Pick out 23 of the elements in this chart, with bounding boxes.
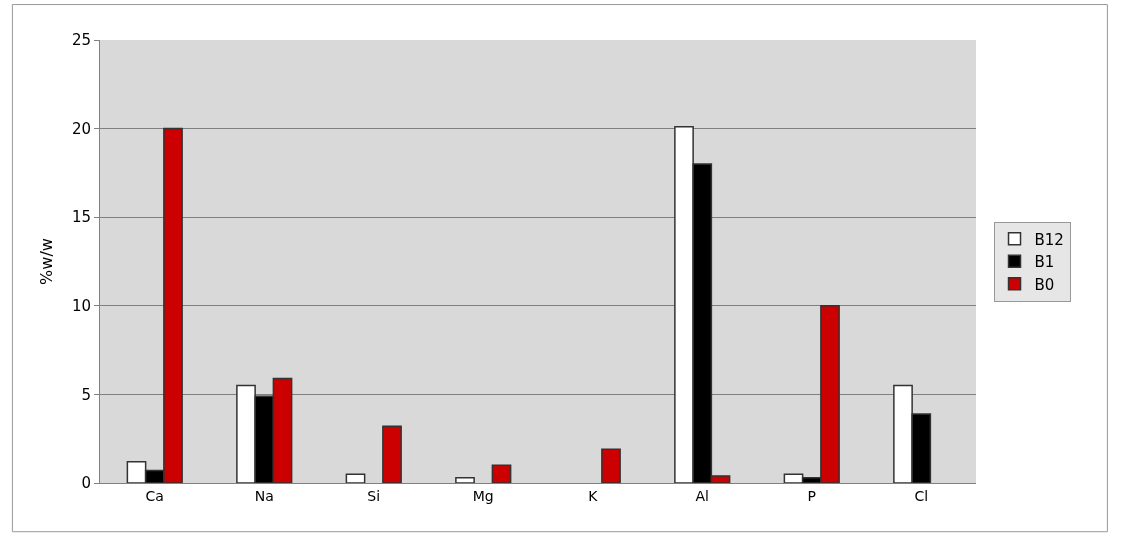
y-tick-label: 5 (81, 385, 91, 404)
x-tick-label: Cl (914, 487, 929, 504)
x-tick-label: Si (367, 487, 381, 504)
legend-label: B12 (1034, 230, 1064, 249)
x-tick-label: K (588, 487, 599, 504)
bar (382, 425, 402, 483)
x-tick-label: Al (695, 487, 709, 504)
x-tick-label: Ca (145, 487, 164, 504)
y-tick-label: 25 (71, 31, 91, 50)
y-axis-title: %w/w (36, 238, 56, 285)
bar (491, 464, 512, 483)
bar (601, 448, 621, 483)
legend-label: B1 (1034, 253, 1055, 272)
x-tick-label: Mg (472, 487, 494, 504)
y-tick-label: 15 (71, 208, 91, 227)
bar (455, 476, 475, 483)
y-tick-label: 0 (81, 474, 91, 493)
legend-label: B0 (1034, 275, 1055, 294)
x-tick-label: P (807, 487, 816, 504)
y-tick-label: 20 (71, 119, 91, 138)
y-tick-label: 10 (71, 297, 91, 316)
bar (345, 473, 366, 483)
x-tick-label: Na (254, 487, 274, 504)
